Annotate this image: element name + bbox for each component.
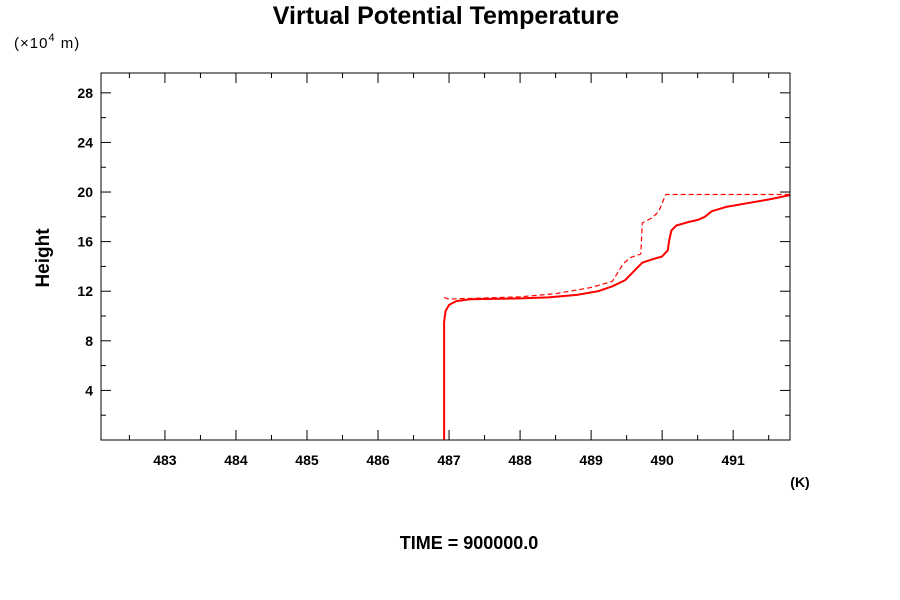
y-tick-label: 24 (77, 134, 93, 150)
y-tick-label: 16 (77, 234, 93, 250)
x-tick-label: 487 (437, 452, 461, 468)
x-tick-label: 484 (224, 452, 248, 468)
x-tick-label: 483 (153, 452, 177, 468)
plot-frame (100, 72, 791, 441)
series-line-dashed (443, 193, 790, 300)
y-unit-exponent: 4 (48, 32, 55, 44)
series-layer (443, 193, 790, 440)
x-tick-label: 489 (579, 452, 603, 468)
series-line-solid (443, 194, 790, 440)
y-tick-label: 4 (85, 382, 93, 398)
x-tick-label: 491 (721, 452, 745, 468)
x-tick-label: 486 (366, 452, 390, 468)
y-tick-label: 8 (85, 333, 93, 349)
y-axis-label: Height (33, 228, 54, 288)
y-tick-label: 12 (77, 283, 93, 299)
x-tick-label: 485 (295, 452, 319, 468)
y-tick-label: 20 (77, 184, 93, 200)
y-unit-suffix: m) (56, 35, 81, 52)
y-unit-prefix: (×10 (14, 35, 48, 52)
x-tick-label: 490 (650, 452, 674, 468)
x-axis-unit: (K) (790, 474, 809, 490)
y-axis-unit: (×104 m) (14, 32, 80, 52)
y-tick-label: 28 (77, 85, 93, 101)
time-footer: TIME = 900000.0 (400, 533, 539, 553)
ticks-layer: 483 484 485 486 487 488 489 490 491 4 8 12 16 20 24 28 (77, 73, 790, 468)
x-tick-label: 488 (508, 452, 532, 468)
chart-title: Virtual Potential Temperature (273, 2, 619, 30)
